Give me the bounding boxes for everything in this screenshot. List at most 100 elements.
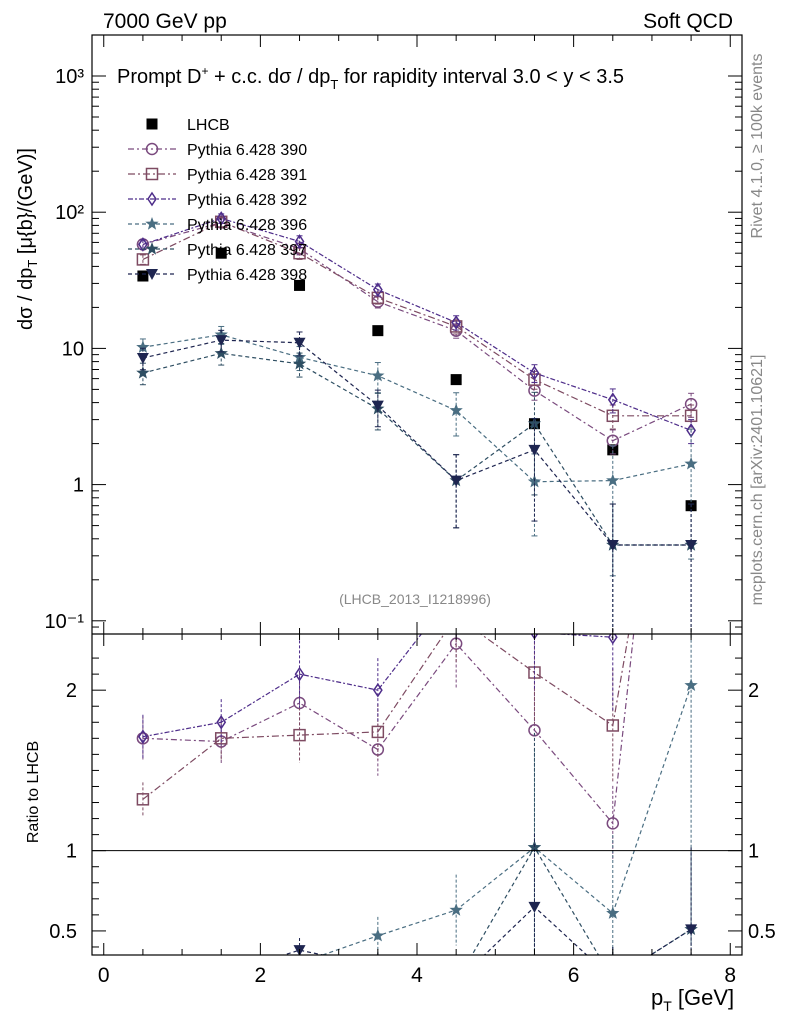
series-line: [142, 339, 692, 546]
data-point: [138, 237, 148, 252]
y-axis-label: dσ / dpT [μ{b}/(GeV)]: [15, 148, 40, 330]
ratio-point: [293, 956, 306, 969]
legend-label: Pythia 6.428 391: [187, 167, 307, 184]
data-point: [214, 327, 228, 341]
series-line: [142, 217, 692, 431]
ratio-point: [215, 975, 228, 988]
data-point-lhcb: [607, 444, 619, 456]
ratio-line: [471, 846, 692, 955]
ratio-point: [137, 966, 149, 977]
legend-marker: [147, 191, 157, 207]
ratio-point: [371, 961, 384, 974]
ratio-line: [142, 634, 635, 825]
data-point: [450, 475, 463, 487]
data-point: [529, 365, 540, 381]
data-point: [136, 366, 150, 379]
data-point: [136, 340, 150, 353]
mcplots-label: mcplots.cern.ch [arXiv:2401.10621]: [749, 355, 766, 606]
ratio-point: [450, 975, 463, 988]
ratio-point: [606, 719, 620, 732]
data-point-lhcb: [372, 325, 384, 337]
ratio-point: [686, 267, 697, 278]
ratio-tick-label: 1: [66, 841, 77, 863]
data-point: [528, 444, 541, 456]
data-point: [449, 403, 463, 417]
data-point: [607, 392, 618, 408]
legend-label: Pythia 6.428 398: [187, 267, 307, 284]
data-point: [136, 253, 150, 266]
x-axis-label: pT [GeV]: [651, 985, 734, 1014]
ratio-point: [451, 611, 462, 622]
legend-marker: [145, 217, 159, 230]
ratio-y-label: Ratio to LHCB: [25, 741, 42, 843]
analysis-id: (LHCB_2013_I1218996): [339, 591, 491, 607]
ratio-point: [372, 682, 383, 698]
data-point: [294, 234, 305, 249]
data-point: [527, 416, 542, 430]
ratio-point: [449, 903, 463, 916]
data-point: [371, 400, 384, 412]
ratio-tick-label-right: 1: [748, 841, 759, 863]
data-point: [214, 346, 228, 359]
legend-marker: [145, 142, 159, 156]
header-right: Soft QCD: [643, 10, 733, 33]
data-point: [451, 315, 462, 330]
ratio-point: [372, 961, 384, 972]
data-point: [136, 353, 149, 365]
ratio-point: [215, 969, 227, 980]
ratio-point: [685, 924, 698, 936]
data-point-lhcb: [450, 374, 462, 386]
legend-marker: [146, 269, 158, 280]
chart-title: Prompt D+ + c.c. dσ / dpT for rapidity i…: [117, 64, 624, 92]
data-point: [216, 211, 227, 226]
data-point: [292, 350, 307, 363]
legend-marker: [146, 118, 158, 130]
legend-label: Pythia 6.428 392: [187, 192, 307, 209]
legend-label: LHCB: [187, 117, 230, 134]
data-point: [292, 356, 307, 370]
ratio-point: [371, 928, 385, 942]
y-tick-label: 10⁻¹: [45, 611, 85, 633]
data-point-lhcb: [137, 270, 149, 282]
series-line: [142, 352, 692, 546]
ratio-point: [686, 107, 697, 118]
data-point: [685, 540, 698, 552]
ratio-point: [136, 974, 149, 987]
ratio-tick-label: 0.5: [49, 921, 77, 943]
data-point: [684, 456, 698, 470]
ratio-point: [607, 974, 619, 985]
y-tick-label: 10: [62, 338, 84, 360]
ratio-point: [215, 964, 228, 977]
ratio-point: [528, 901, 541, 913]
data-point: [293, 337, 306, 349]
data-point: [372, 282, 383, 298]
x-tick-label: 8: [724, 964, 736, 987]
y-tick-label: 10³: [55, 66, 84, 88]
legend-label: Pythia 6.428 390: [187, 142, 307, 159]
data-point: [371, 368, 385, 382]
ratio-point: [371, 725, 385, 739]
series-line: [142, 221, 692, 442]
ratio-point: [294, 666, 305, 682]
ratio-point: [214, 732, 228, 745]
ratio-point: [293, 728, 306, 742]
legend-label: Pythia 6.428 396: [187, 217, 307, 234]
data-point: [606, 540, 619, 552]
ratio-point: [136, 956, 149, 969]
ratio-point: [684, 678, 698, 691]
legend-marker: [145, 242, 159, 255]
series-line: [142, 221, 692, 417]
ratio-point: [450, 977, 462, 988]
y-tick-label: 1: [73, 475, 84, 497]
data-point: [528, 373, 541, 386]
data-point-lhcb: [294, 279, 306, 291]
x-tick-label: 6: [568, 964, 580, 987]
legend-marker: [145, 167, 159, 181]
x-tick-label: 4: [411, 964, 423, 987]
ratio-point: [293, 961, 306, 974]
ratio-tick-label-right: 0.5: [748, 921, 776, 943]
ratio-point: [216, 714, 227, 730]
ratio-tick-label-right: 2: [748, 680, 759, 702]
data-point-lhcb: [215, 247, 227, 259]
x-tick-label: 2: [255, 964, 267, 987]
